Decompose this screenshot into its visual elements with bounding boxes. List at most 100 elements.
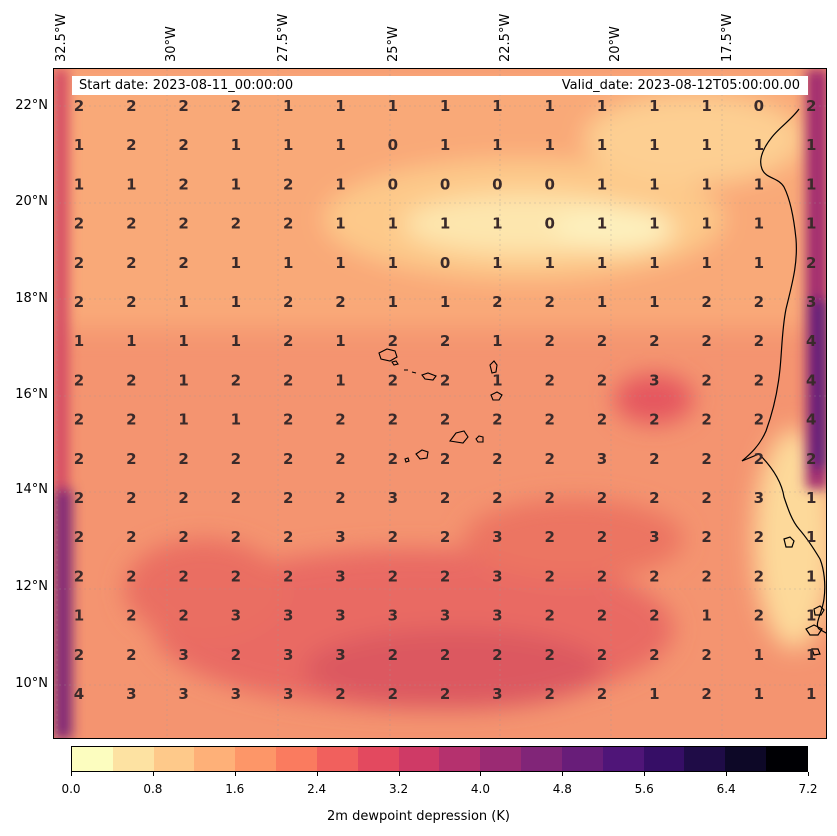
grid-value: 2 [283,567,293,585]
grid-value: 4 [806,371,816,389]
grid-value: 1 [597,97,607,115]
grid-value: 2 [126,567,136,585]
grid-value: 1 [335,97,345,115]
grid-value: 1 [231,411,241,429]
grid-value: 2 [126,215,136,233]
colorbar-tick-label: 7.2 [798,782,818,796]
grid-value: 2 [544,450,554,468]
grid-value: 2 [701,450,711,468]
grid-value: 2 [388,332,398,350]
grid-value: 2 [597,371,607,389]
grid-value: 2 [492,450,502,468]
dewpoint-field: 2 2 2 2 1 1 1 1 1 1 1 1 1 0 2 1 2 2 1 1 1 0 1 1 1 1 1 1 1 1 1 1 2 1 2 1 0 0 0 0… [54,69,826,738]
grid-value: 1 [649,175,659,193]
grid-value: 3 [440,607,450,625]
grid-value: 2 [388,567,398,585]
grid-value: 2 [701,371,711,389]
map-panel[interactable]: 2 2 2 2 1 1 1 1 1 1 1 1 1 0 2 1 2 2 1 1 1 0 1 1 1 1 1 1 1 1 1 1 2 1 2 1 0 0 0 0… [53,68,827,739]
grid-value: 2 [231,215,241,233]
colorbar-segment [480,747,522,771]
colorbar-tick-label: 1.6 [225,782,245,796]
grid-value: 1 [492,215,502,233]
colorbar-tickmark [644,772,646,776]
grid-value: 3 [492,607,502,625]
grid-value: 2 [649,607,659,625]
colorbar-tickmark [316,772,318,776]
grid-value: 2 [440,567,450,585]
grid-value: 1 [597,254,607,272]
grid-value: 2 [388,450,398,468]
grid-value: 1 [649,136,659,154]
grid-value: 1 [335,254,345,272]
grid-value: 2 [388,528,398,546]
grid-value: 2 [283,528,293,546]
grid-value: 2 [74,489,84,507]
grid-value: 2 [492,489,502,507]
colorbar-tick-label: 3.2 [389,782,409,796]
grid-value: 2 [492,293,502,311]
colorbar-segment [235,747,277,771]
grid-value: 1 [597,215,607,233]
colorbar-segment [398,747,440,771]
colorbar-tick-label: 2.4 [307,782,327,796]
grid-value: 1 [649,685,659,703]
grid-value: 3 [283,646,293,664]
grid-value: 3 [335,528,345,546]
grid-value: 2 [126,607,136,625]
grid-value: 2 [283,215,293,233]
grid-value: 1 [806,685,816,703]
grid-value: 2 [544,489,554,507]
grid-value: 1 [754,175,764,193]
grid-value: 2 [544,607,554,625]
grid-value: 2 [597,607,607,625]
grid-value: 2 [806,450,816,468]
grid-value: 2 [231,450,241,468]
grid-value: 3 [126,685,136,703]
grid-value: 0 [544,215,554,233]
grid-value: 1 [440,293,450,311]
grid-value: 2 [754,528,764,546]
grid-value: 1 [283,136,293,154]
grid-value: 2 [388,411,398,429]
grid-value: 2 [74,646,84,664]
grid-value: 2 [283,411,293,429]
grid-value: 1 [649,215,659,233]
colorbar-tickmark [480,772,482,776]
grid-value: 1 [335,136,345,154]
colorbar-tickmark [152,772,154,776]
grid-value: 2 [597,411,607,429]
grid-value: 2 [701,528,711,546]
grid-value: 3 [335,567,345,585]
grid-value: 2 [283,489,293,507]
grid-value: 1 [178,411,188,429]
grid-value: 2 [597,332,607,350]
grid-value: 4 [74,685,84,703]
colorbar-segment [561,747,603,771]
grid-value: 3 [231,607,241,625]
colorbar-segment [602,747,644,771]
grid-value: 2 [440,411,450,429]
grid-value: 2 [806,97,816,115]
grid-value: 2 [74,411,84,429]
grid-value: 2 [231,646,241,664]
grid-value: 2 [388,646,398,664]
grid-value: 1 [544,136,554,154]
grid-value: 3 [492,567,502,585]
grid-value: 2 [231,371,241,389]
lon-label-27-5w: 27.5°W [276,13,291,62]
colorbar-tickmark [808,772,809,776]
grid-value: 3 [649,371,659,389]
grid-value: 1 [388,254,398,272]
coastline [741,108,826,656]
colorbar [71,746,808,772]
grid-value: 2 [126,450,136,468]
grid-value: 2 [74,528,84,546]
grid-value: 2 [649,489,659,507]
grid-value: 2 [649,332,659,350]
grid-value: 1 [806,607,816,625]
grid-value: 2 [74,293,84,311]
lat-label-22n: 22°N [15,98,48,113]
colorbar-segment [276,747,317,771]
grid-value: 2 [544,332,554,350]
grid-value: 2 [335,293,345,311]
